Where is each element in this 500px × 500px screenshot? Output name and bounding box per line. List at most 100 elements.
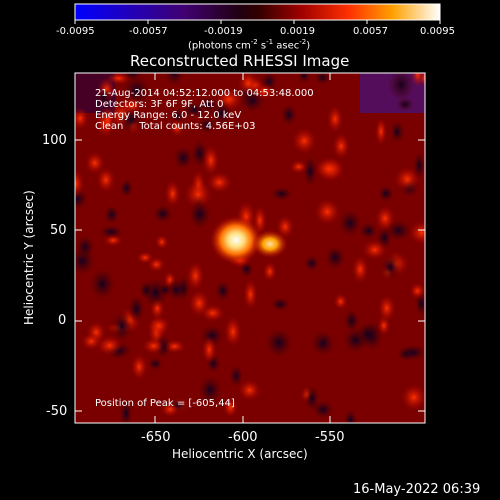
- image-texture: [99, 225, 124, 239]
- image-texture: [182, 101, 206, 118]
- image-texture: [304, 384, 320, 412]
- colorbar-frame: [74, 3, 441, 21]
- image-texture: [409, 282, 425, 300]
- x-tick-label: -550: [315, 430, 345, 445]
- image-texture: [394, 166, 421, 192]
- image-texture: [164, 180, 181, 208]
- image-texture: [89, 268, 116, 300]
- peak-position-label: Position of Peak = [-605,44]: [95, 398, 235, 409]
- footer-date: 16-May-2022 06:39: [353, 482, 481, 497]
- image-texture: [388, 73, 414, 101]
- secondary-source: [252, 230, 288, 258]
- image-texture: [118, 107, 144, 133]
- image-texture: [243, 279, 258, 310]
- image-texture: [401, 383, 425, 411]
- image-texture: [389, 120, 405, 143]
- image-texture: [270, 186, 293, 201]
- image-texture: [238, 379, 262, 401]
- image-texture: [166, 278, 187, 301]
- image-texture: [343, 409, 358, 423]
- image-texture: [130, 353, 148, 380]
- image-texture: [206, 171, 232, 193]
- image-texture: [303, 254, 320, 272]
- image-texture: [111, 310, 133, 343]
- image-texture: [302, 155, 318, 188]
- image-texture: [222, 397, 238, 418]
- image-texture: [96, 87, 112, 106]
- image-texture: [136, 251, 154, 264]
- image-texture: [157, 283, 172, 297]
- info-clean-counts: Clean Total counts: 4.56E+03: [95, 121, 256, 132]
- image-texture: [229, 365, 244, 387]
- colorbar-tick-label: -0.0019: [204, 26, 243, 37]
- image-texture: [152, 204, 173, 224]
- image-texture: [412, 151, 425, 180]
- image-texture: [297, 73, 311, 84]
- image-texture: [198, 375, 222, 405]
- image-texture: [155, 234, 169, 250]
- colorbar-gradient: [75, 4, 440, 20]
- image-area: [75, 73, 425, 423]
- image-texture: [139, 280, 154, 300]
- image-texture: [164, 73, 184, 87]
- x-tick-label: -650: [141, 430, 171, 445]
- y-tick-label: 100: [42, 133, 67, 148]
- image-texture: [314, 157, 343, 180]
- image-texture: [84, 151, 105, 175]
- colorbar-tick-label: 0.0057: [353, 26, 388, 37]
- image-texture: [75, 107, 89, 130]
- image-texture: [75, 235, 95, 259]
- x-axis-label: Heliocentric X (arcsec): [172, 447, 308, 461]
- image-texture: [224, 316, 242, 347]
- y-tick-label: 0: [58, 313, 67, 328]
- image-texture: [81, 332, 102, 350]
- colorbar-tick-label: 0.0095: [420, 26, 455, 37]
- image-texture: [326, 105, 344, 133]
- image-texture: [254, 83, 274, 99]
- image-texture: [128, 294, 145, 323]
- image-texture: [314, 73, 331, 85]
- image-texture: [147, 315, 171, 336]
- image-texture: [380, 253, 401, 281]
- image-texture: [343, 327, 368, 354]
- colorbar-tick-label: -0.0095: [56, 26, 95, 37]
- image-texture: [351, 255, 369, 284]
- image-texture: [377, 185, 394, 203]
- image-texture: [119, 399, 133, 423]
- image-texture: [362, 239, 388, 260]
- image-texture: [358, 222, 378, 240]
- image-texture: [377, 294, 396, 322]
- image-texture: [198, 116, 217, 134]
- image-texture: [188, 289, 210, 317]
- y-tick-label: -50: [46, 404, 68, 419]
- image-texture: [201, 335, 217, 364]
- image-texture: [214, 280, 231, 302]
- image-texture: [338, 209, 362, 237]
- image-texture: [343, 308, 360, 333]
- image-texture: [399, 344, 425, 361]
- image-texture: [148, 357, 163, 371]
- info-time-range: 21-Aug-2014 04:52:12.000 to 04:53:48.000: [95, 88, 314, 99]
- image-texture: [332, 133, 350, 160]
- image-texture: [172, 146, 194, 170]
- image-texture: [96, 335, 124, 356]
- image-texture: [211, 100, 233, 126]
- tick-marks: [75, 73, 425, 423]
- image-texture: [202, 145, 220, 176]
- info-energy-range: Energy Range: 6.0 - 12.0 keV: [95, 110, 242, 121]
- y-tick-label: 50: [50, 223, 67, 238]
- image-texture: [333, 293, 348, 310]
- image-texture: [289, 160, 308, 174]
- colorbar-tick-label: -0.0057: [129, 26, 168, 37]
- image-texture: [311, 330, 335, 357]
- emission-peak: [210, 216, 262, 264]
- colorbar-unit-label: (photons cm-2 s-1 asec-2): [188, 38, 311, 52]
- image-texture: [408, 220, 425, 245]
- image-texture: [96, 167, 116, 193]
- image-texture: [142, 338, 166, 355]
- image-texture: [291, 127, 317, 155]
- plot-frame: [74, 72, 426, 424]
- image-texture: [324, 245, 346, 270]
- image-texture: [75, 169, 85, 198]
